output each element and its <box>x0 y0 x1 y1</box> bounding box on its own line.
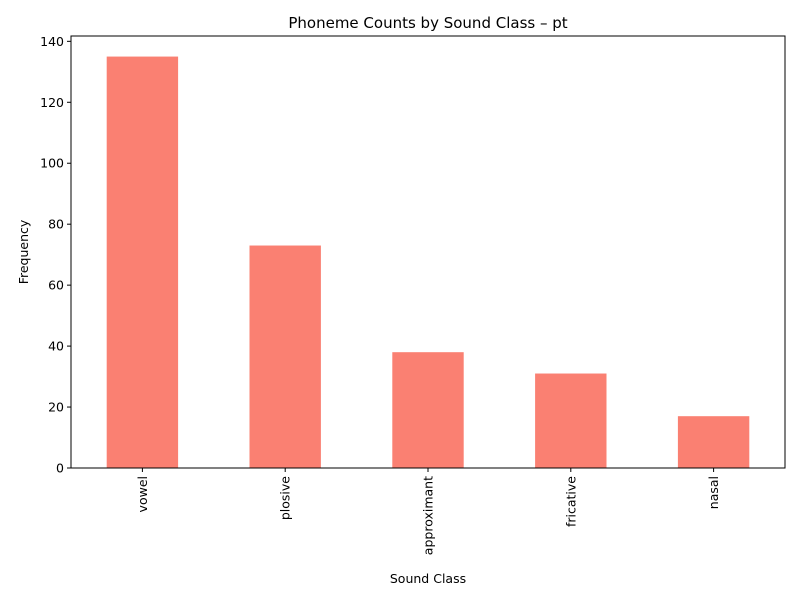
x-tick-label: nasal <box>706 476 721 509</box>
x-axis-ticks: vowel plosive approximant fricative nasal <box>135 468 721 555</box>
bar-approximant <box>392 352 464 468</box>
bar-nasal <box>677 416 750 468</box>
y-tick-label: 0 <box>56 461 64 476</box>
y-tick-label: 20 <box>48 400 64 415</box>
y-tick-label: 60 <box>48 278 64 293</box>
y-tick-label: 120 <box>40 95 64 110</box>
y-axis-label: Frequency <box>16 219 31 284</box>
chart-title: Phoneme Counts by Sound Class – pt <box>288 14 567 32</box>
x-axis-label: Sound Class <box>390 571 466 586</box>
bar-plosive <box>249 245 321 468</box>
y-tick-label: 80 <box>48 217 64 232</box>
bars-group <box>106 56 750 468</box>
x-tick-label: fricative <box>563 476 578 527</box>
bar-vowel <box>106 56 179 468</box>
x-tick-label: plosive <box>278 476 293 520</box>
y-axis-ticks: 0 20 40 60 80 100 120 140 <box>40 34 71 476</box>
y-tick-label: 140 <box>40 34 64 49</box>
bar-fricative <box>535 373 607 468</box>
y-tick-label: 40 <box>48 339 64 354</box>
y-tick-label: 100 <box>40 156 64 171</box>
x-tick-label: approximant <box>421 476 436 555</box>
x-tick-label: vowel <box>135 476 150 512</box>
plot-area-frame <box>70 35 786 469</box>
